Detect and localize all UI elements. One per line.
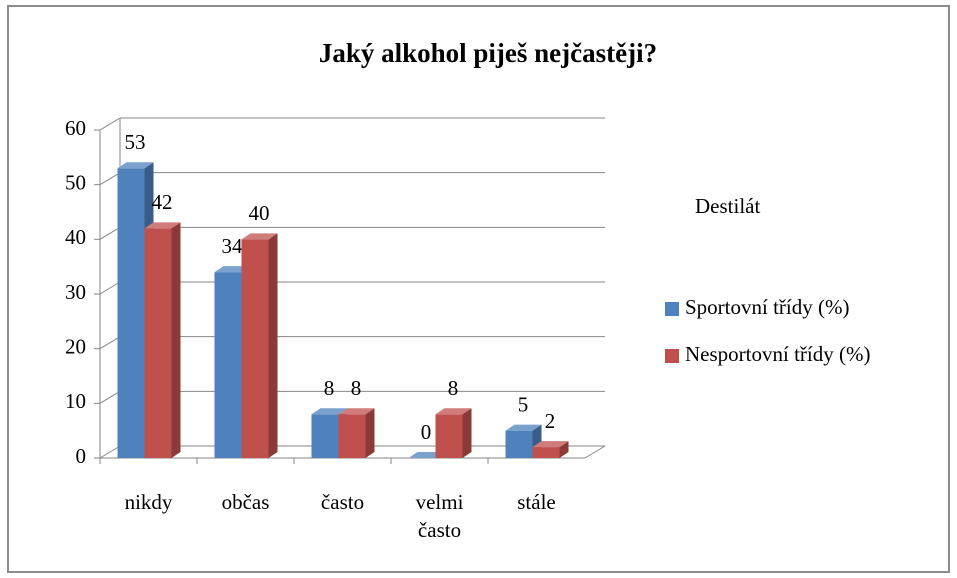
bar — [214, 272, 242, 458]
bar-top — [117, 162, 154, 169]
x-tick-label: často — [320, 490, 365, 514]
bar-top — [532, 441, 569, 448]
bar-top — [144, 222, 181, 229]
data-label: 2 — [545, 409, 556, 433]
floor-edge — [584, 445, 606, 459]
x-tick-label: nikdy — [124, 490, 173, 514]
bar — [117, 168, 145, 458]
legend-label: Nesportovní třídy (%) — [685, 342, 870, 366]
bar — [144, 228, 172, 458]
bar — [241, 239, 269, 458]
data-label: 40 — [249, 201, 270, 225]
bar-side — [365, 408, 375, 458]
grid-line — [99, 117, 121, 131]
bar-side — [171, 222, 181, 458]
chart-title: Jaký alkohol piješ nejčastěji? — [319, 38, 657, 68]
legend-label: Sportovní třídy (%) — [685, 295, 849, 319]
data-label: 34 — [222, 234, 244, 258]
data-label: 5 — [518, 392, 529, 416]
legend-title: Destilát — [695, 194, 760, 218]
grid-line — [99, 336, 121, 350]
legend-swatch — [665, 302, 679, 316]
bar-top — [435, 408, 472, 415]
y-tick-label: 10 — [65, 389, 86, 413]
data-label: 8 — [448, 376, 459, 400]
y-tick-label: 30 — [65, 280, 86, 304]
y-tick-label: 20 — [65, 334, 86, 358]
bar-top — [505, 424, 542, 431]
data-label: 8 — [324, 376, 335, 400]
y-tick-label: 60 — [65, 116, 86, 140]
data-label: 53 — [125, 130, 146, 154]
y-tick-label: 50 — [65, 170, 86, 194]
x-tick-label: občas — [221, 490, 270, 514]
grid-line — [99, 445, 121, 459]
y-tick-label: 40 — [65, 225, 86, 249]
bar-side — [462, 408, 472, 458]
bar — [435, 414, 463, 458]
grid-line — [99, 172, 121, 186]
bar-top — [311, 408, 348, 415]
bar-top — [338, 408, 375, 415]
data-label: 0 — [421, 420, 432, 444]
bar — [532, 447, 560, 458]
bar-side — [559, 441, 569, 458]
bar — [338, 414, 366, 458]
data-label: 42 — [152, 190, 173, 214]
legend-swatch — [665, 349, 679, 363]
bar — [311, 414, 339, 458]
grid-line — [99, 281, 121, 295]
grid-line — [99, 226, 121, 240]
bar — [505, 430, 533, 458]
x-tick-label: stále — [517, 490, 556, 514]
bar-side — [268, 233, 278, 458]
data-label: 8 — [351, 376, 362, 400]
x-tick-label: velmi často — [415, 490, 464, 542]
grid-line — [99, 390, 121, 404]
y-tick-label: 0 — [76, 444, 87, 468]
bar-top — [241, 233, 278, 240]
